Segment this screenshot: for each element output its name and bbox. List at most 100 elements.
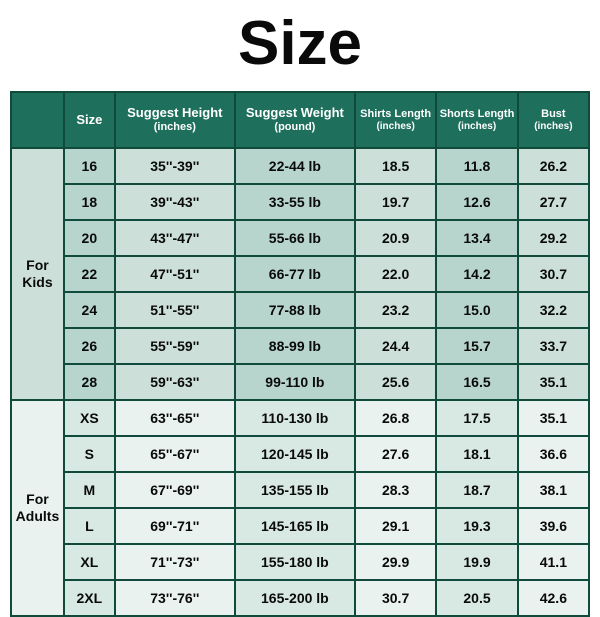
- cell-shirts: 29.1: [355, 508, 436, 544]
- cell-size: 20: [64, 220, 115, 256]
- cell-height: 71''-73'': [115, 544, 235, 580]
- col-size: Size: [64, 92, 115, 148]
- table-row: 2451''-55''77-88 lb23.215.032.2: [11, 292, 589, 328]
- cell-weight: 145-165 lb: [235, 508, 355, 544]
- cell-bust: 36.6: [518, 436, 589, 472]
- col-sublabel: (inches): [116, 121, 234, 134]
- col-weight: Suggest Weight (pound): [235, 92, 355, 148]
- table-row: 2859''-63''99-110 lb25.616.535.1: [11, 364, 589, 400]
- size-table: Size Suggest Height (inches) Suggest Wei…: [10, 91, 590, 617]
- cell-shorts: 13.4: [436, 220, 517, 256]
- cell-height: 51''-55'': [115, 292, 235, 328]
- cell-bust: 38.1: [518, 472, 589, 508]
- cell-weight: 99-110 lb: [235, 364, 355, 400]
- cell-shorts: 16.5: [436, 364, 517, 400]
- cell-shorts: 17.5: [436, 400, 517, 436]
- cell-weight: 110-130 lb: [235, 400, 355, 436]
- col-shorts: Shorts Length (inches): [436, 92, 517, 148]
- cell-weight: 135-155 lb: [235, 472, 355, 508]
- table-row: 2043''-47''55-66 lb20.913.429.2: [11, 220, 589, 256]
- cell-bust: 26.2: [518, 148, 589, 184]
- cell-shirts: 24.4: [355, 328, 436, 364]
- cell-size: 2XL: [64, 580, 115, 616]
- cell-shirts: 26.8: [355, 400, 436, 436]
- col-height: Suggest Height (inches): [115, 92, 235, 148]
- cell-weight: 66-77 lb: [235, 256, 355, 292]
- cell-shorts: 19.9: [436, 544, 517, 580]
- table-row: M67''-69''135-155 lb28.318.738.1: [11, 472, 589, 508]
- cell-shirts: 20.9: [355, 220, 436, 256]
- col-category: [11, 92, 64, 148]
- col-sublabel: (inches): [519, 121, 588, 133]
- cell-shorts: 19.3: [436, 508, 517, 544]
- cell-weight: 33-55 lb: [235, 184, 355, 220]
- cell-height: 63''-65'': [115, 400, 235, 436]
- table-row: 2247''-51''66-77 lb22.014.230.7: [11, 256, 589, 292]
- cell-size: M: [64, 472, 115, 508]
- col-shirts: Shirts Length (inches): [355, 92, 436, 148]
- col-sublabel: (pound): [236, 121, 354, 134]
- cell-bust: 32.2: [518, 292, 589, 328]
- cell-shirts: 18.5: [355, 148, 436, 184]
- col-label: Shirts Length: [356, 108, 435, 121]
- table-body: ForKids1635''-39''22-44 lb18.511.826.218…: [11, 148, 589, 616]
- cell-height: 65''-67'': [115, 436, 235, 472]
- table-row: XL71''-73''155-180 lb29.919.941.1: [11, 544, 589, 580]
- col-label: Size: [65, 113, 114, 128]
- cell-size: 24: [64, 292, 115, 328]
- cell-bust: 29.2: [518, 220, 589, 256]
- cell-height: 43''-47'': [115, 220, 235, 256]
- table-row: 1839''-43''33-55 lb19.712.627.7: [11, 184, 589, 220]
- cell-weight: 77-88 lb: [235, 292, 355, 328]
- cell-shirts: 19.7: [355, 184, 436, 220]
- cell-size: L: [64, 508, 115, 544]
- size-chart-page: Size Size Suggest Height (inches) Sugges…: [0, 0, 600, 600]
- cell-shorts: 14.2: [436, 256, 517, 292]
- table-row: 2XL73''-76''165-200 lb30.720.542.6: [11, 580, 589, 616]
- cell-shirts: 25.6: [355, 364, 436, 400]
- group-label: ForKids: [11, 148, 64, 400]
- cell-size: 18: [64, 184, 115, 220]
- cell-shirts: 27.6: [355, 436, 436, 472]
- cell-size: XL: [64, 544, 115, 580]
- cell-height: 59''-63'': [115, 364, 235, 400]
- table-header: Size Suggest Height (inches) Suggest Wei…: [11, 92, 589, 148]
- table-row: S65''-67''120-145 lb27.618.136.6: [11, 436, 589, 472]
- group-label: ForAdults: [11, 400, 64, 616]
- cell-shirts: 28.3: [355, 472, 436, 508]
- cell-weight: 55-66 lb: [235, 220, 355, 256]
- table-row: 2655''-59''88-99 lb24.415.733.7: [11, 328, 589, 364]
- table-row: ForAdultsXS63''-65''110-130 lb26.817.535…: [11, 400, 589, 436]
- cell-bust: 41.1: [518, 544, 589, 580]
- cell-shirts: 30.7: [355, 580, 436, 616]
- cell-bust: 39.6: [518, 508, 589, 544]
- cell-shorts: 15.0: [436, 292, 517, 328]
- cell-shorts: 20.5: [436, 580, 517, 616]
- cell-weight: 88-99 lb: [235, 328, 355, 364]
- table-row: L69''-71''145-165 lb29.119.339.6: [11, 508, 589, 544]
- table-row: ForKids1635''-39''22-44 lb18.511.826.2: [11, 148, 589, 184]
- cell-size: S: [64, 436, 115, 472]
- col-bust: Bust (inches): [518, 92, 589, 148]
- cell-shorts: 18.7: [436, 472, 517, 508]
- cell-shorts: 15.7: [436, 328, 517, 364]
- col-label: Shorts Length: [437, 108, 516, 121]
- cell-bust: 30.7: [518, 256, 589, 292]
- cell-size: 22: [64, 256, 115, 292]
- header-row: Size Suggest Height (inches) Suggest Wei…: [11, 92, 589, 148]
- col-sublabel: (inches): [437, 121, 516, 133]
- cell-height: 55''-59'': [115, 328, 235, 364]
- col-label: Suggest Weight: [236, 106, 354, 121]
- col-label: Suggest Height: [116, 106, 234, 121]
- cell-height: 35''-39'': [115, 148, 235, 184]
- cell-bust: 42.6: [518, 580, 589, 616]
- cell-size: XS: [64, 400, 115, 436]
- cell-bust: 35.1: [518, 400, 589, 436]
- cell-weight: 155-180 lb: [235, 544, 355, 580]
- col-label: Bust: [519, 108, 588, 121]
- cell-shorts: 12.6: [436, 184, 517, 220]
- cell-shorts: 18.1: [436, 436, 517, 472]
- cell-shorts: 11.8: [436, 148, 517, 184]
- cell-shirts: 29.9: [355, 544, 436, 580]
- cell-weight: 22-44 lb: [235, 148, 355, 184]
